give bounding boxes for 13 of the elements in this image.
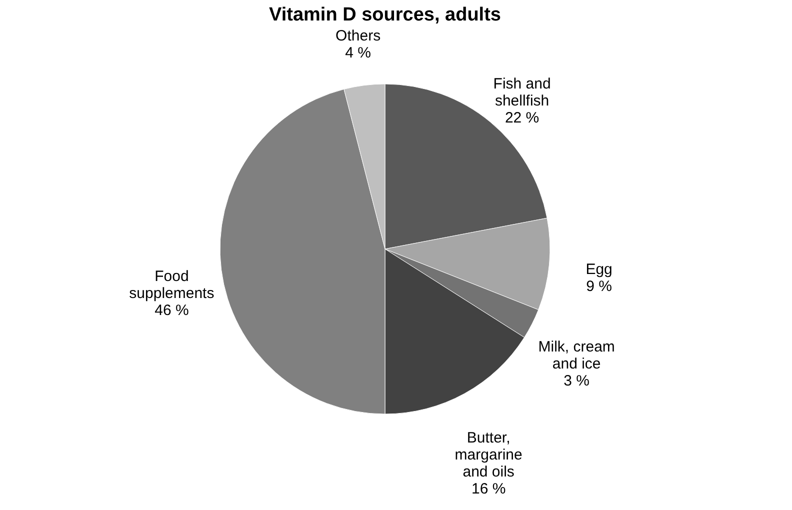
slice-label: Butter, margarine and oils — [454, 429, 522, 480]
slice-label: Fish and shellfish — [493, 75, 551, 110]
slice-label: Others — [336, 28, 381, 45]
data-label: 22 % — [504, 109, 540, 126]
data-label: 9 % — [586, 278, 612, 296]
data-label: 3 % — [564, 372, 590, 390]
data-label: 4 % — [345, 44, 371, 62]
chart-title: Vitamin D sources, adults — [269, 4, 501, 26]
data-label: 16 % — [471, 480, 506, 498]
data-label: 46 % — [154, 302, 189, 319]
slice-label: Milk, cream and ice — [538, 338, 615, 373]
slice-label: Egg — [586, 261, 612, 278]
slice-label: Food supplements — [129, 268, 214, 302]
